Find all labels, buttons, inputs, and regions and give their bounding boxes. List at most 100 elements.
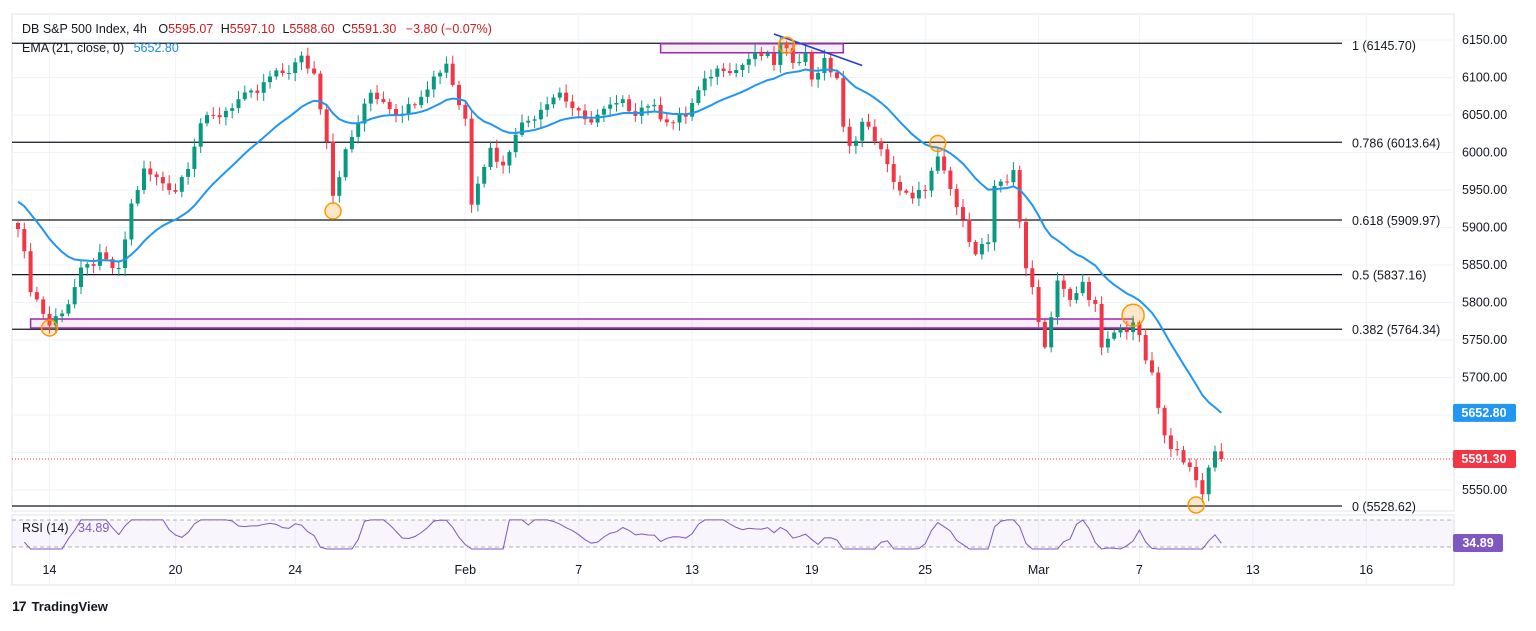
rsi-band-fill <box>12 520 1454 547</box>
candle-body <box>583 110 587 120</box>
trendline[interactable] <box>773 33 863 67</box>
fibonacci-retracement[interactable]: 1 (6145.70) 0.786 (6013.64) 0.618 (5909.97… <box>12 39 1440 514</box>
candle-body <box>79 267 83 288</box>
candle-body <box>1112 332 1117 339</box>
candle-body <box>620 99 625 103</box>
candle-body <box>627 99 632 112</box>
candle-body <box>538 109 543 120</box>
highlight-circle[interactable] <box>40 319 59 337</box>
candle-body <box>709 76 713 79</box>
candle-body <box>910 192 915 199</box>
candle-body <box>564 92 569 102</box>
rsi-pane <box>12 519 1454 550</box>
y-tick-label: 6100.00 <box>1462 71 1507 85</box>
candle-body <box>715 68 720 77</box>
candle-body <box>1124 329 1129 333</box>
candle-body <box>696 90 701 103</box>
fib-label-0-382: 0.382 (5764.34) <box>1352 323 1440 337</box>
candle-body <box>1168 435 1173 450</box>
candle-body <box>475 183 480 205</box>
candle-body <box>179 176 184 192</box>
candle-body <box>545 104 550 110</box>
candle-body <box>1087 281 1091 301</box>
x-tick-label: 25 <box>918 563 932 577</box>
y-tick-label: 5800.00 <box>1462 296 1507 310</box>
candle-body <box>847 126 852 146</box>
candle-body <box>488 147 493 168</box>
candle-body <box>1042 321 1047 348</box>
candle-body <box>331 141 335 196</box>
candle-body <box>589 119 594 123</box>
highlight-circle[interactable] <box>1121 303 1145 327</box>
zone-box-2[interactable] <box>659 43 845 54</box>
candle-body <box>992 185 997 243</box>
rsi-line <box>23 519 1222 550</box>
y-tick-label: 5850.00 <box>1462 258 1507 272</box>
highlight-circle[interactable] <box>1187 496 1205 514</box>
candle-body <box>1030 268 1035 287</box>
candle-body <box>1187 462 1192 467</box>
candle-body <box>1137 322 1142 336</box>
candle-body <box>349 136 354 150</box>
candle-body <box>53 316 58 326</box>
zone-box-1[interactable] <box>29 318 1134 329</box>
candle-body <box>129 203 134 240</box>
highlight-circle[interactable] <box>777 36 796 54</box>
candle-body <box>167 183 172 191</box>
highlight-circle[interactable] <box>929 134 947 153</box>
candle-body <box>104 252 109 260</box>
candle-body <box>570 101 575 109</box>
candle-body <box>1118 329 1123 333</box>
change-value: −3.80 (−0.07%) <box>405 22 492 36</box>
candle-body <box>734 70 739 74</box>
candle-body <box>759 52 764 57</box>
legend-row-1: DB S&P 500 Index, 4h O5595.07 H5597.10 L… <box>22 22 492 36</box>
candle-body <box>160 177 165 184</box>
candle-body <box>576 108 581 111</box>
ema-line <box>17 68 1222 414</box>
candle-body <box>513 134 518 153</box>
candle-body <box>280 70 285 73</box>
candle-body <box>872 126 877 142</box>
candle-body <box>293 62 298 73</box>
candle-body <box>72 287 77 305</box>
candle-body <box>1131 322 1136 333</box>
candle-body <box>223 110 228 118</box>
candle-body <box>91 264 96 266</box>
x-tick-label: 7 <box>1136 563 1143 577</box>
candle-body <box>192 146 197 169</box>
candle-body <box>690 102 695 117</box>
candle-body <box>671 122 676 124</box>
plot-background <box>12 14 1454 511</box>
low-value: 5588.60 <box>289 22 335 36</box>
rsi-value-label: 34.89 <box>1462 536 1493 550</box>
candle-body <box>312 68 317 74</box>
rsi-value-tag <box>1453 534 1503 552</box>
rsi-label: RSI (14) <box>22 521 69 535</box>
candle-body <box>431 76 436 90</box>
x-tick-label: 7 <box>575 563 582 577</box>
candle-body <box>305 55 310 69</box>
candle-body <box>419 96 424 106</box>
candle-body <box>1105 338 1110 348</box>
annotations[interactable] <box>12 33 1454 514</box>
y-tick-label: 5900.00 <box>1462 221 1507 235</box>
candle-body <box>835 72 839 79</box>
candle-body <box>1206 467 1211 495</box>
candle-body <box>614 102 619 105</box>
candle-body <box>595 114 600 123</box>
candle-body <box>362 103 367 124</box>
grid <box>11 13 1455 586</box>
highlight-circle[interactable] <box>324 202 342 220</box>
candle-body <box>942 156 947 171</box>
candle-body <box>217 115 222 118</box>
candle-body <box>1143 335 1148 361</box>
candle-body <box>261 82 266 93</box>
candle-body <box>142 168 146 190</box>
candle-body <box>148 168 153 175</box>
last-price-tag <box>1453 450 1516 469</box>
candle-body <box>551 97 556 105</box>
candle-body <box>1017 170 1022 222</box>
